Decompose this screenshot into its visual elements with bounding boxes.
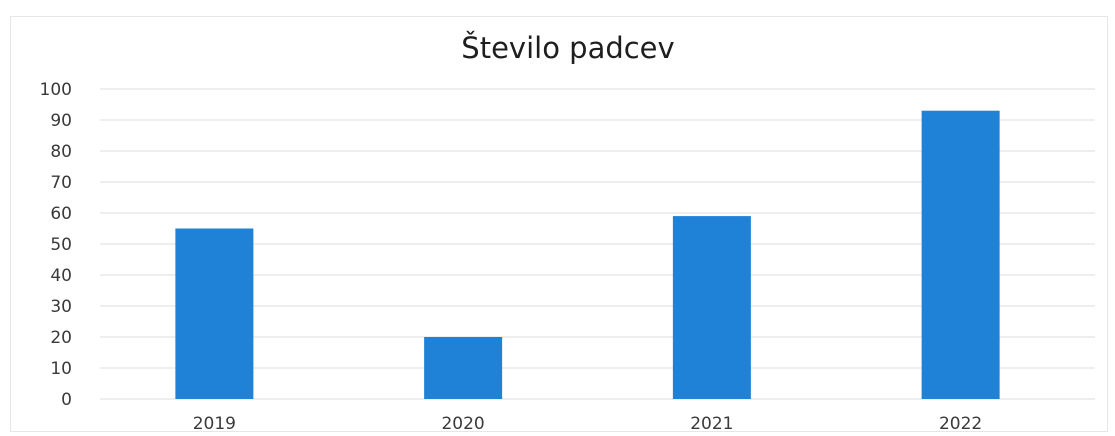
x-tick-label: 2022: [939, 414, 982, 434]
y-tick-label: 90: [50, 111, 72, 131]
y-tick-label: 0: [61, 390, 72, 410]
y-tick-label: 10: [50, 359, 72, 379]
y-tick-label: 50: [50, 235, 72, 255]
bar-2021: [672, 216, 751, 399]
y-tick-label: 100: [40, 80, 72, 100]
bar-2019: [175, 228, 254, 399]
x-tick-label: 2021: [690, 414, 733, 434]
bars: [175, 110, 1000, 399]
bar-2022: [921, 110, 1000, 399]
y-tick-label: 30: [50, 297, 72, 317]
y-tick-label: 60: [50, 204, 72, 224]
y-tick-label: 70: [50, 173, 72, 193]
y-tick-label: 80: [50, 142, 72, 162]
x-tick-label: 2019: [193, 414, 236, 434]
y-tick-label: 20: [50, 328, 72, 348]
y-axis-ticks: 0 10 20 30 40 50 60 70 80 90 100: [40, 80, 72, 410]
x-axis-ticks: 2019 2020 2021 2022: [193, 414, 983, 434]
bar-2020: [424, 337, 503, 399]
chart-title: Število padcev: [461, 31, 674, 65]
x-tick-label: 2020: [441, 414, 484, 434]
y-tick-label: 40: [50, 266, 72, 286]
